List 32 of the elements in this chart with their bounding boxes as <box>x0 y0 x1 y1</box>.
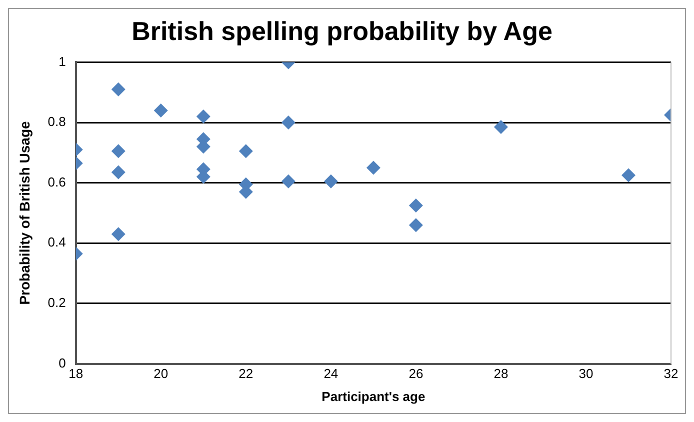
chart-title: British spelling probability by Age <box>132 16 552 46</box>
x-tick-label: 28 <box>494 366 508 382</box>
y-tick-label: 0.4 <box>48 234 66 250</box>
point <box>154 103 168 118</box>
point <box>281 116 296 130</box>
point <box>366 160 380 175</box>
y-tick-label: 0.8 <box>48 114 66 130</box>
y-tick-label: 1 <box>58 54 66 69</box>
point <box>621 168 636 182</box>
x-tick-label: 24 <box>324 366 338 382</box>
x-axis-title: Participant's age <box>322 388 426 404</box>
point <box>111 144 126 158</box>
x-tick-label: 26 <box>408 366 424 382</box>
x-tick-label: 20 <box>154 366 168 382</box>
x-tick-label: 30 <box>578 366 594 382</box>
y-tick-label: 0.2 <box>48 295 66 310</box>
point <box>281 174 296 188</box>
y-tick-label: 0.6 <box>48 174 66 190</box>
point <box>111 165 126 180</box>
point <box>408 198 423 212</box>
point <box>238 144 253 158</box>
point <box>494 120 508 134</box>
point <box>196 109 210 124</box>
x-tick-label: 18 <box>68 366 84 382</box>
x-tick-label: 22 <box>238 366 254 382</box>
point <box>111 227 126 242</box>
y-tick-label: 0 <box>58 355 66 370</box>
y-axis-title: Probability of British Usage <box>16 120 32 305</box>
x-tick-label: 32 <box>664 366 678 382</box>
point <box>111 82 126 96</box>
point <box>408 218 423 232</box>
point <box>324 174 338 188</box>
